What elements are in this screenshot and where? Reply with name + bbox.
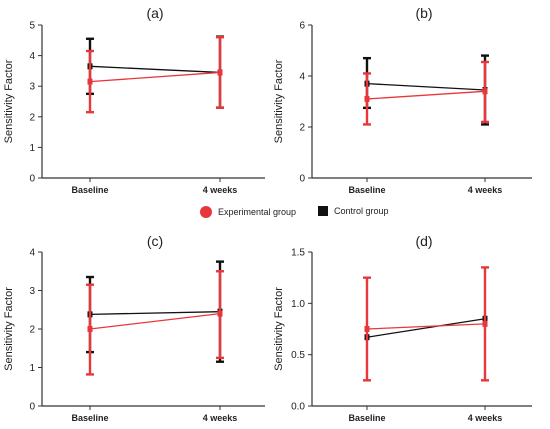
x-tick-label: 4 weeks [468, 185, 503, 195]
data-point [87, 78, 93, 85]
x-tick-label: 4 weeks [203, 413, 238, 423]
y-tick-label: 1 [29, 363, 35, 374]
data-point [87, 326, 93, 332]
chart-title: (c) [147, 233, 163, 249]
y-tick-label: 0 [299, 174, 305, 185]
series-experimental [86, 270, 224, 376]
y-tick-label: 5 [29, 21, 35, 32]
series-experimental [363, 60, 489, 126]
y-tick-label: 2 [29, 112, 35, 123]
y-tick-label: 1.5 [291, 248, 305, 259]
x-tick-label: 4 weeks [203, 185, 238, 195]
x-tick-label: Baseline [348, 413, 385, 423]
y-tick-label: 6 [299, 21, 305, 32]
data-point [482, 88, 488, 95]
series-line [89, 71, 221, 83]
series-line [89, 65, 221, 74]
legend-marker-control [318, 206, 328, 216]
series-experimental [363, 266, 489, 382]
series-line [366, 83, 486, 91]
data-point [364, 326, 370, 332]
x-tick-label: Baseline [71, 413, 108, 423]
y-tick-label: 0 [29, 174, 35, 185]
chart-panel-2: (b) 0 2 4 6 Sensitivity Factor Baseline 4 weeks [273, 5, 532, 195]
legend-label-control: Control group [334, 206, 389, 216]
chart-panel-3: (c) 0 1 2 3 4 Sensitivity Factor Baseline 4 week… [3, 233, 265, 423]
series-control [86, 260, 224, 363]
y-axis-label: Sensitivity Factor [3, 59, 15, 143]
x-tick-label: Baseline [71, 185, 108, 195]
legend-marker-experimental [200, 206, 212, 218]
series-line [89, 311, 221, 316]
legend-item-control: Control group [318, 206, 389, 216]
y-tick-label: 3 [29, 82, 35, 93]
chart-panel-4: (d) 0.0 0.5 1.0 1.5 Sensitivity Factor Baselin… [273, 233, 532, 423]
data-point [364, 95, 370, 102]
chart-title: (a) [146, 5, 163, 21]
data-point [482, 320, 488, 327]
legend-label-experimental: Experimental group [218, 207, 297, 217]
y-tick-label: 2 [29, 325, 35, 336]
legend: Experimental group Control group [200, 206, 420, 224]
series-experimental [86, 36, 224, 114]
y-tick-label: 4 [299, 72, 305, 83]
series-control [86, 35, 224, 109]
y-axis-label: Sensitivity Factor [273, 59, 285, 143]
x-tick-label: Baseline [348, 185, 385, 195]
y-tick-label: 2 [299, 123, 305, 134]
y-tick-label: 0.5 [291, 350, 305, 361]
y-axis-label: Sensitivity Factor [273, 287, 285, 371]
y-tick-label: 1.0 [291, 299, 305, 310]
series-line [89, 312, 221, 330]
legend-item-experimental: Experimental group [200, 206, 296, 218]
data-point [217, 310, 223, 317]
y-tick-label: 1 [29, 143, 35, 154]
data-point [217, 69, 223, 76]
chart-title: (b) [415, 5, 432, 21]
y-tick-label: 3 [29, 286, 35, 297]
series-line [366, 90, 486, 100]
y-tick-label: 4 [29, 248, 35, 259]
chart-title: (d) [415, 233, 432, 249]
y-tick-label: 0 [29, 402, 35, 413]
series-line [366, 323, 486, 330]
y-tick-label: 4 [29, 51, 35, 62]
series-line [366, 318, 486, 338]
chart-panel-1: (a) 0 1 2 3 4 5 Sensitivity Factor Baseline 4 wee… [3, 5, 265, 195]
y-axis-label: Sensitivity Factor [3, 287, 15, 371]
x-tick-label: 4 weeks [468, 413, 503, 423]
y-tick-label: 0.0 [291, 402, 305, 413]
series-control [363, 54, 489, 126]
